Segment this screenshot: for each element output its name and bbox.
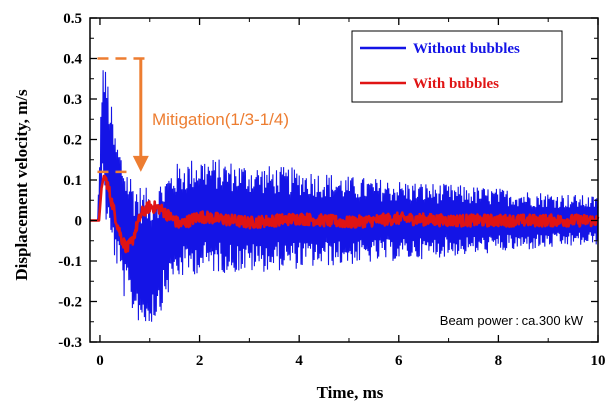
tick-labels: 0 2 4 6 8 10 -0.3 -0.2 -0.1 0 0.1 0.2 0.3 0.4 0.5 [58, 11, 605, 369]
legend-box [351, 30, 563, 103]
beam-power-note: Beam power : ca.300 kW [440, 313, 584, 328]
plot-series [89, 70, 600, 322]
y-tick-label: 0.1 [63, 173, 82, 189]
y-axis-label: Displacement velocity, m/s [12, 89, 31, 281]
y-tick-label: -0.2 [58, 295, 82, 311]
y-tick-label: 0 [75, 214, 83, 230]
x-tick-label: 8 [495, 353, 503, 369]
y-tick-label: 0.2 [63, 133, 82, 149]
x-tick-label: 6 [395, 353, 403, 369]
y-tick-label: 0.3 [63, 92, 82, 108]
y-tick-label: -0.3 [58, 335, 82, 351]
series-line-with-bubbles [89, 174, 600, 254]
axis-ticks [90, 17, 599, 343]
x-tick-label: 10 [591, 353, 606, 369]
legend: Without bubbles With bubbles [351, 30, 563, 103]
legend-label-without-bubbles: Without bubbles [413, 41, 520, 57]
y-tick-label: -0.1 [58, 254, 82, 270]
mitigation-annotation [97, 57, 149, 174]
y-tick-label: 0.5 [63, 11, 82, 27]
x-tick-label: 4 [295, 353, 303, 369]
legend-label-with-bubbles: With bubbles [413, 76, 499, 92]
mitigation-arrow-head [132, 155, 149, 172]
mitigation-label: Mitigation(1/3-1/4) [152, 110, 289, 129]
x-tick-label: 2 [196, 353, 204, 369]
x-axis-label: Time, ms [317, 383, 384, 402]
y-tick-label: 0.4 [63, 52, 82, 68]
x-tick-label: 0 [96, 353, 104, 369]
